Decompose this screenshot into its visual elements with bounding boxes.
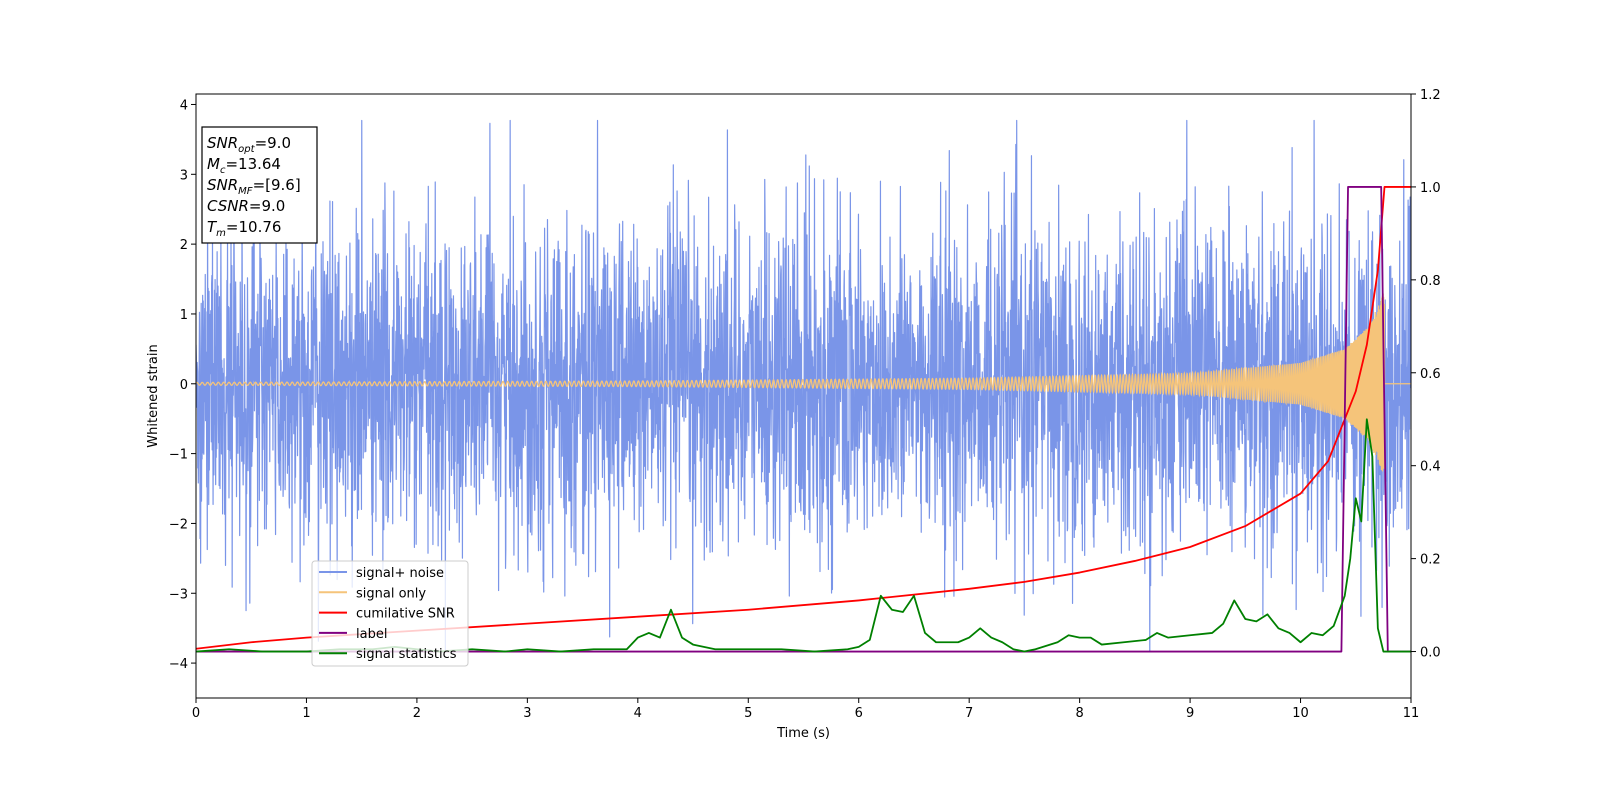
x-tick-label: 5: [744, 706, 752, 721]
axes-frame: [195, 93, 1412, 699]
y-tick-label: 4: [180, 98, 188, 113]
x-tick-label: 7: [965, 706, 973, 721]
y-tick-label: 0: [180, 378, 188, 393]
annotation-frame: [201, 126, 318, 244]
legend-label: signal only: [356, 586, 426, 601]
right-y-axis: 0.0 0.2 0.4 0.6 0.8 1.0 1.2: [1411, 88, 1441, 661]
x-tick-label: 4: [634, 706, 642, 721]
legend-label: signal+ noise: [356, 566, 444, 581]
x-axis-label: Time (s): [776, 726, 830, 741]
x-tick-label: 2: [413, 706, 421, 721]
y2-tick-label: 1.0: [1420, 181, 1441, 196]
series-cumilative-snr: [196, 186, 1411, 650]
annotation-line: SNRopt=9.0: [207, 134, 291, 155]
annotation-line: Mc=13.64: [207, 155, 281, 176]
series-signal-only: [196, 293, 1411, 472]
legend: signal+ noise signal only cumilative SNR la…: [311, 560, 469, 667]
legend-frame: [311, 560, 469, 667]
y-tick-label: 3: [180, 168, 188, 183]
x-tick-label: 3: [523, 706, 531, 721]
x-tick-label: 11: [1403, 706, 1420, 721]
legend-label: label: [356, 627, 387, 642]
series-signal-statistics: [196, 418, 1411, 653]
x-tick-label: 6: [855, 706, 863, 721]
annotation-line: CSNR=9.0: [207, 197, 285, 215]
y2-tick-label: 0.0: [1420, 646, 1441, 661]
legend-label: signal statistics: [356, 647, 457, 662]
y-axis-label: Whitened strain: [146, 344, 161, 447]
y-tick-label: 1: [180, 308, 188, 323]
y2-tick-label: 0.8: [1420, 274, 1441, 289]
y2-tick-label: 0.4: [1420, 460, 1441, 475]
annotation-line: SNRMF=[9.6]: [207, 176, 301, 197]
y2-tick-label: 1.2: [1420, 88, 1441, 103]
x-tick-label: 10: [1292, 706, 1309, 721]
y2-tick-label: 0.6: [1420, 367, 1441, 382]
legend-label: cumilative SNR: [356, 607, 455, 622]
y-tick-label: −3: [169, 587, 188, 602]
x-tick-label: 8: [1075, 706, 1083, 721]
y2-tick-label: 0.2: [1420, 553, 1441, 568]
x-tick-label: 9: [1186, 706, 1194, 721]
series-signal-plus-noise: [196, 119, 1411, 652]
y-tick-label: −4: [169, 657, 188, 672]
y-tick-label: −1: [169, 448, 188, 463]
y-tick-label: −2: [169, 517, 188, 532]
annotation-line: Tm=10.76: [207, 218, 281, 239]
plot-area: [196, 119, 1411, 653]
x-tick-label: 0: [192, 706, 200, 721]
y-tick-label: 2: [180, 238, 188, 253]
x-axis: 0 1 2 3 4 5 6 7 8 9 10 11: [192, 698, 1419, 721]
x-tick-label: 1: [302, 706, 310, 721]
left-y-axis: −4 −3 −2 −1 0 1 2 3 4: [169, 98, 196, 672]
